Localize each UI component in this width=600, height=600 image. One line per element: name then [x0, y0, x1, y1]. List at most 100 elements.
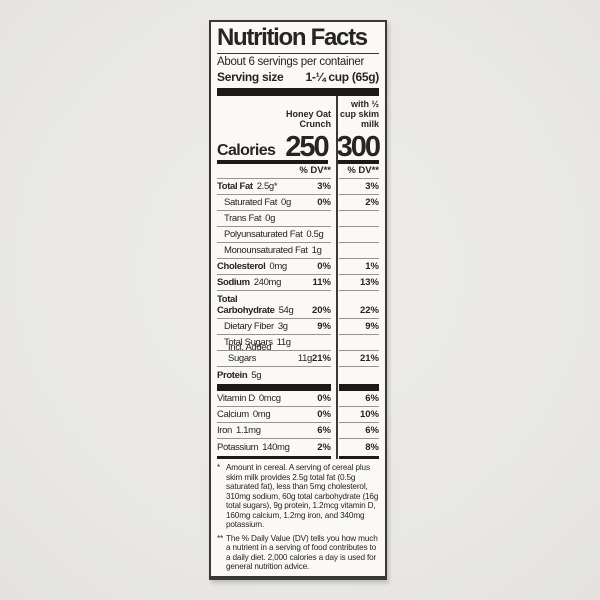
calories-row: Calories 250 300: [217, 131, 381, 164]
nutrient-dv-with-milk: 6%: [365, 425, 379, 436]
nutrient-dv-with-milk: 3%: [365, 181, 379, 192]
table-row: Sodium 240mg 11% 13%: [217, 275, 379, 291]
nutrient-name: Dietary Fiber: [224, 321, 274, 332]
nutrient-name: Iron: [217, 425, 232, 436]
panel-title: Nutrition Facts: [217, 25, 379, 54]
nutrient-name: Total Carbohydrate: [217, 294, 275, 316]
nutrient-amount: 140mg: [262, 442, 290, 453]
nutrient-name: Sodium: [217, 277, 250, 288]
nutrient-amount: 5g: [251, 370, 262, 381]
nutrient-name: Protein: [217, 370, 248, 381]
nutrient-dv-with-milk: 6%: [365, 393, 379, 404]
nutrient-amount: 0mg: [252, 409, 271, 420]
nutrient-dv-with-milk: 2%: [365, 197, 379, 208]
nutrient-amount: 0g: [281, 197, 291, 208]
nutrient-dv-cereal: 0%: [317, 393, 331, 404]
nutrient-name: Calcium: [217, 409, 249, 420]
nutrient-amount: 0g: [265, 213, 276, 224]
calories-label: Calories: [217, 142, 276, 159]
nutrient-name: Total Sugars: [224, 337, 273, 348]
serving-size-value: 1-¼ cup (65g): [305, 70, 380, 84]
serving-size-label: Serving size: [217, 70, 284, 84]
dv-header-with-milk: % DV**: [339, 164, 379, 179]
nutrition-facts-panel: Nutrition Facts About 6 servings per con…: [209, 20, 387, 580]
column-header-with-milk: with ½ cup skim milk: [339, 99, 379, 129]
nutrient-amount: 240mg: [253, 277, 282, 288]
nutrient-dv-with-milk: 1%: [365, 261, 379, 272]
table-row: Monounsaturated Fat 1g: [217, 243, 379, 259]
servings-per-container: About 6 servings per container: [217, 56, 364, 68]
nutrient-dv-cereal: 3%: [317, 181, 331, 192]
nutrient-name: Polyunsaturated Fat: [224, 229, 303, 240]
daily-value-header-row: % DV** % DV**: [217, 164, 379, 179]
nutrient-name: Incl. Added Sugars: [228, 342, 272, 364]
dv-header-cereal: % DV**: [217, 164, 331, 179]
dual-column-region: Honey Oat Crunch with ½ cup skim milk Ca…: [217, 96, 381, 459]
footnote-amount-in-cereal: * Amount in cereal. A serving of cereal …: [217, 463, 379, 530]
table-row: Dietary Fiber 3g 9% 9%: [217, 319, 379, 335]
nutrient-name: Monounsaturated Fat: [224, 245, 308, 256]
footnote-daily-value: ** The % Daily Value (DV) tells you how …: [217, 534, 379, 572]
table-row: Incl. Added Sugars 11g 21% 21%: [217, 342, 379, 367]
nutrient-dv-cereal: 21%: [311, 353, 331, 364]
nutrient-amount: 0mcg: [258, 393, 281, 404]
table-row: Total Sugars 11g: [217, 335, 379, 351]
nutrient-name: Trans Fat: [224, 213, 262, 224]
calories-cell-cereal: Calories 250: [217, 131, 330, 164]
column-divider-line: [336, 96, 338, 459]
nutrient-dv-with-milk: 21%: [359, 353, 379, 364]
nutrient-dv-cereal: 0%: [317, 197, 331, 208]
nutrient-dv-cereal: 2%: [317, 442, 331, 453]
nutrient-amount: 1.1mg: [235, 425, 261, 436]
nutrient-amount: 1g: [311, 245, 322, 256]
nutrient-dv-cereal: 0%: [317, 261, 331, 272]
nutrient-dv-cereal: 20%: [311, 305, 331, 316]
nutrient-dv-cereal: 6%: [317, 425, 331, 436]
nutrient-dv-with-milk: 10%: [359, 409, 379, 420]
calories-value-with-milk: 300: [336, 131, 381, 163]
footnote-marker: **: [217, 533, 224, 543]
footnote-divider-bar: [217, 456, 379, 459]
table-row: Polyunsaturated Fat 0.5g: [217, 227, 379, 243]
nutrient-dv-with-milk: 9%: [365, 321, 379, 332]
nutrient-amount: 0mg: [269, 261, 287, 272]
nutrient-dv-cereal: 9%: [317, 321, 331, 332]
table-row: Iron 1.1mg 6% 6%: [217, 423, 379, 439]
nutrient-dv-with-milk: 8%: [365, 442, 379, 453]
section-divider-bar: [217, 88, 379, 96]
column-headers: Honey Oat Crunch with ½ cup skim milk: [217, 96, 379, 131]
nutrient-name: Saturated Fat: [224, 197, 278, 208]
table-row: Potassium 140mg 2% 8%: [217, 439, 379, 455]
nutrient-amount: 2.5g*: [256, 181, 278, 192]
nutrient-name: Cholesterol: [217, 261, 266, 272]
table-row: Total Carbohydrate 54g 20% 22%: [217, 291, 379, 319]
nutrient-name: Total Fat: [217, 181, 253, 192]
column-header-cereal: Honey Oat Crunch: [285, 109, 331, 129]
nutrient-dv-with-milk: 13%: [359, 277, 379, 288]
footnote-text: Amount in cereal. A serving of cereal pl…: [226, 463, 379, 529]
nutrient-amount: 54g: [278, 305, 294, 316]
vitamins-divider-bar: [217, 384, 379, 391]
calories-value-cereal: 250: [285, 131, 329, 163]
serving-size-row: Serving size 1-¼ cup (65g): [217, 70, 379, 85]
table-row: Vitamin D 0mcg 0% 6%: [217, 391, 379, 407]
footnote-text: The % Daily Value (DV) tells you how muc…: [226, 533, 378, 572]
nutrient-amount: 3g: [277, 321, 288, 332]
nutrient-dv-cereal: 0%: [317, 409, 331, 420]
footnote-marker: *: [217, 463, 221, 472]
nutrient-dv-cereal: 11%: [312, 277, 332, 288]
table-row: Trans Fat 0g: [217, 211, 379, 227]
nutrient-amount: 11g: [297, 353, 312, 364]
table-row: Cholesterol 0mg 0% 1%: [217, 259, 379, 275]
nutrient-name: Vitamin D: [217, 393, 255, 404]
table-row: Protein 5g: [217, 367, 379, 383]
table-row: Saturated Fat 0g 0% 2%: [217, 195, 379, 211]
calories-cell-with-milk: 300: [335, 131, 381, 164]
nutrient-amount: 0.5g: [306, 229, 324, 240]
table-row: Calcium 0mg 0% 10%: [217, 407, 379, 423]
nutrient-dv-with-milk: 22%: [359, 305, 379, 316]
nutrient-amount: 11g: [276, 337, 291, 348]
table-row: Total Fat 2.5g* 3% 3%: [217, 179, 379, 195]
nutrient-name: Potassium: [217, 442, 259, 453]
